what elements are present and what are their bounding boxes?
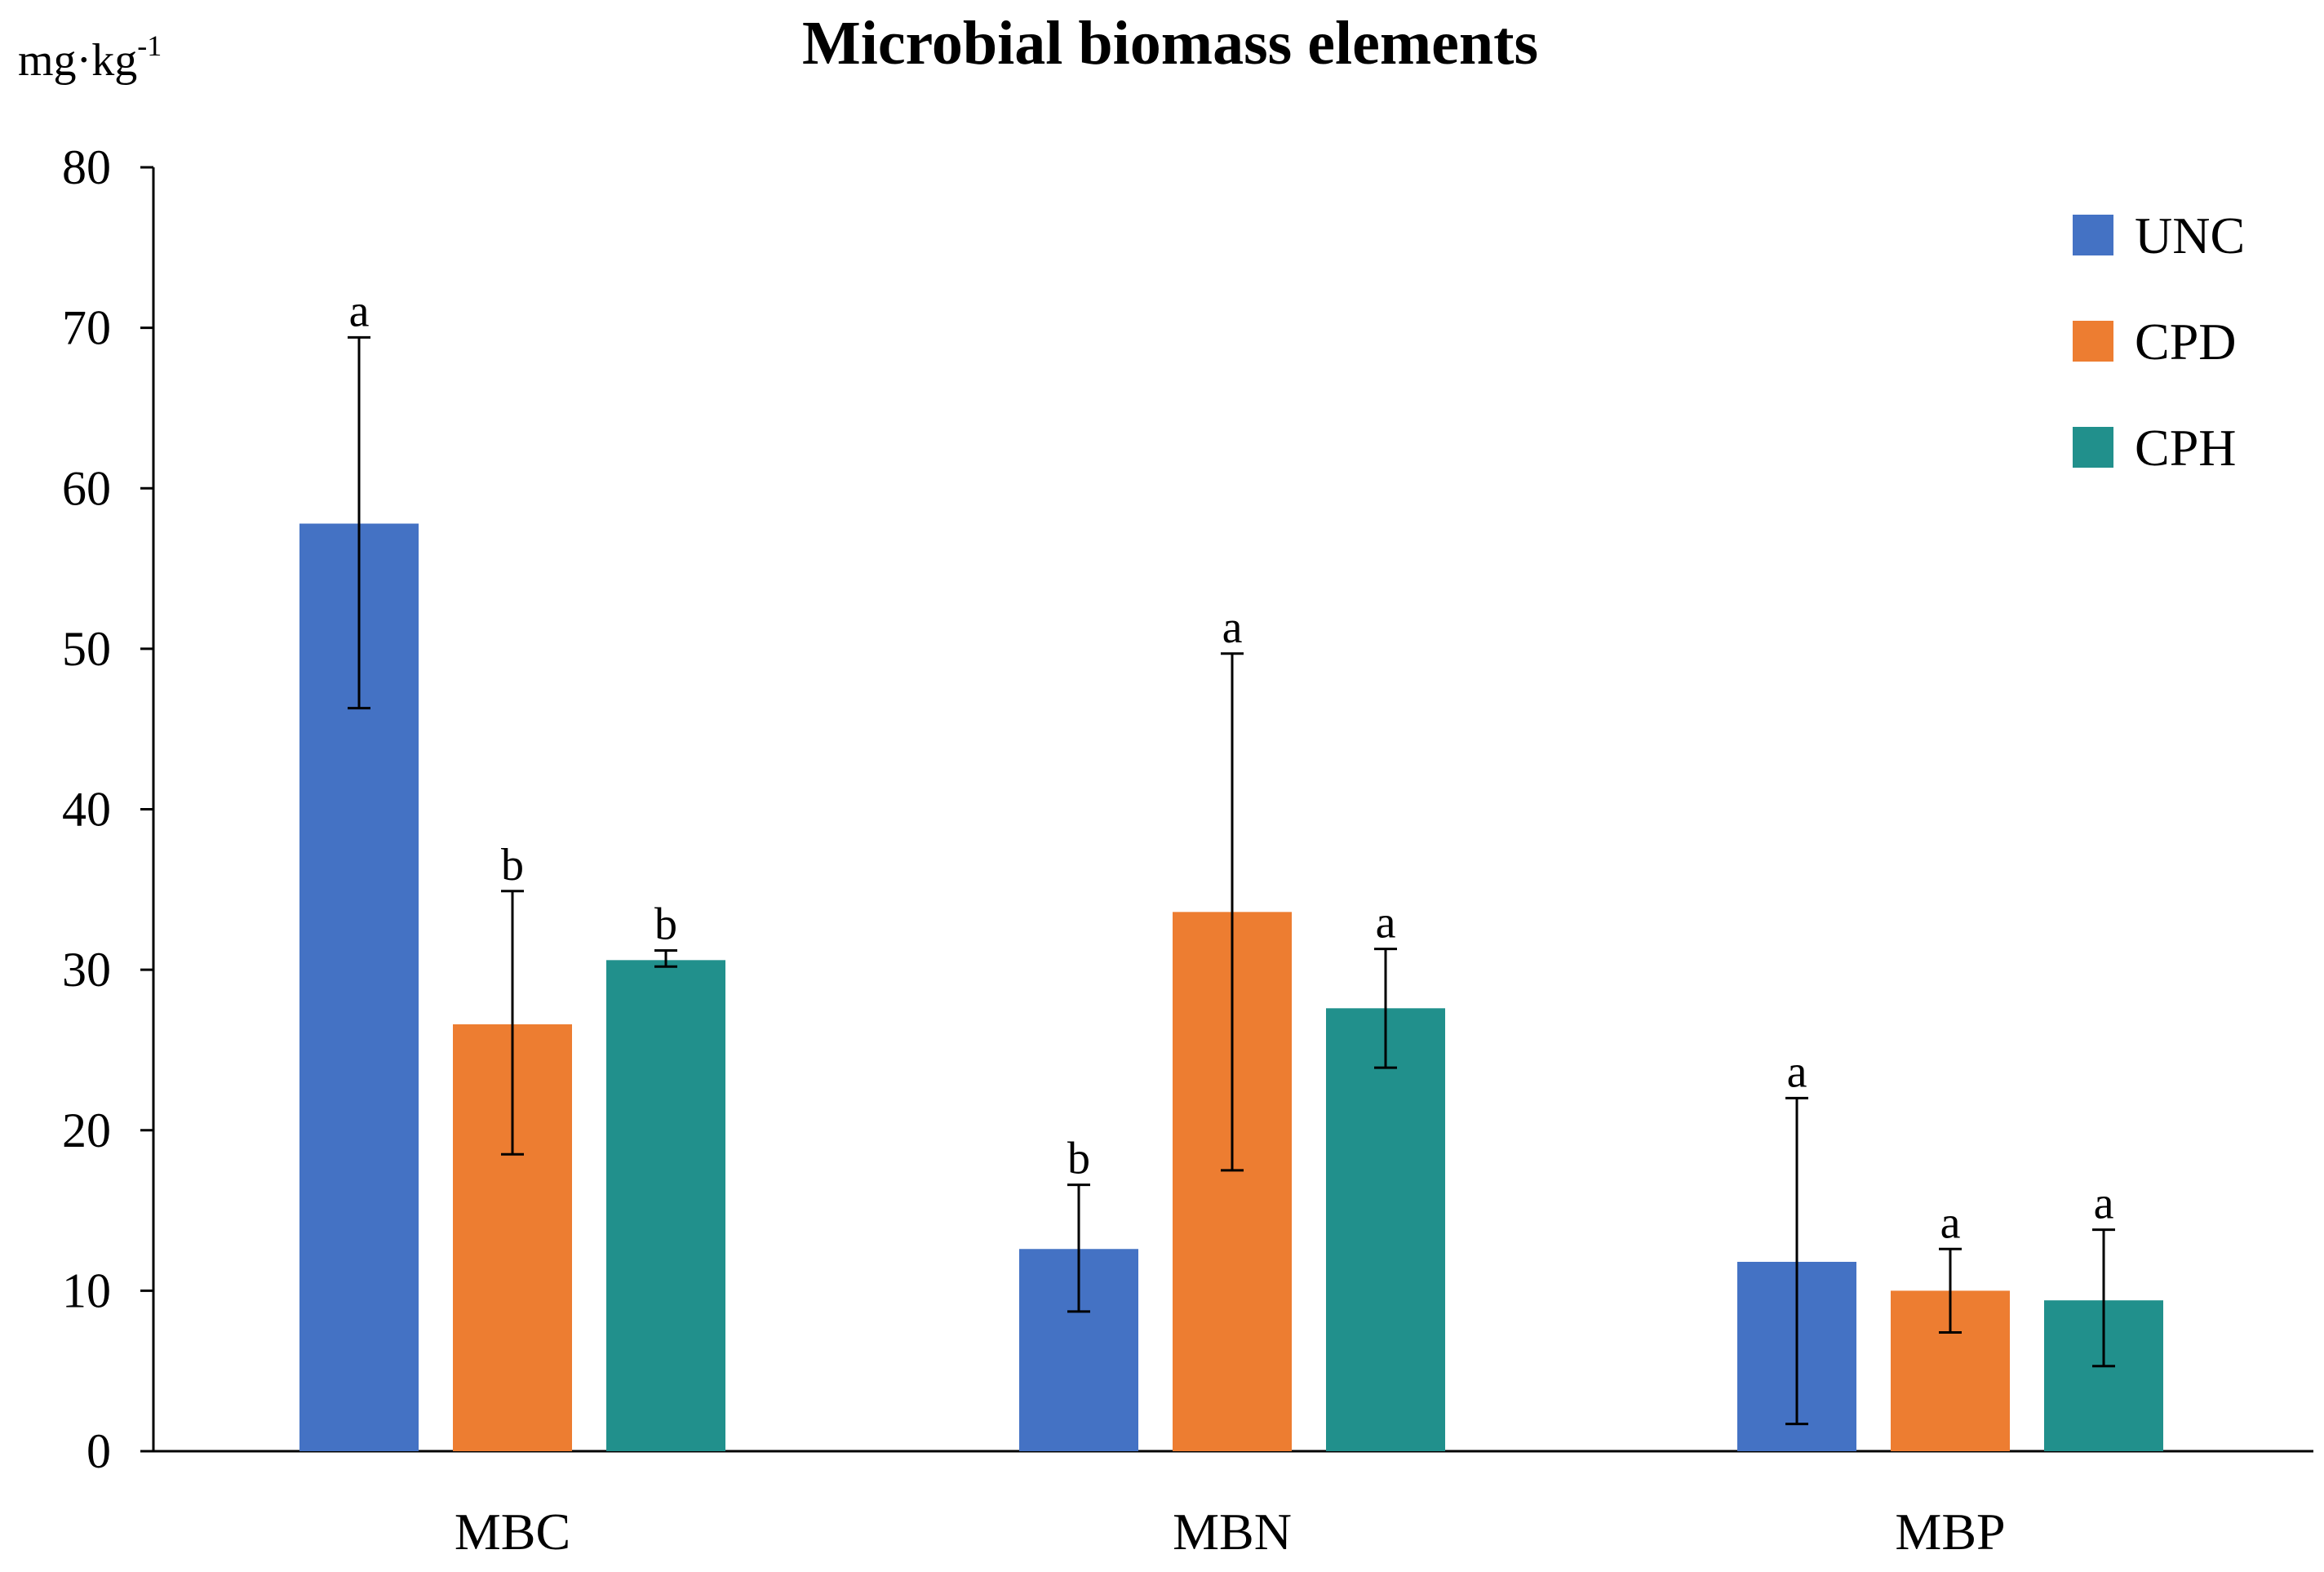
legend-label: UNC (2135, 206, 2245, 264)
significance-letters: a b a b a a b a a (349, 286, 2114, 1248)
x-category-label: MBP (1895, 1503, 2005, 1561)
legend: UNC CPD CPH (2073, 206, 2245, 477)
significance-letter: a (349, 286, 370, 336)
legend-label: CPD (2135, 313, 2237, 371)
legend-swatch (2073, 321, 2113, 362)
y-axis-unit-superscript: -1 (137, 29, 162, 62)
significance-letter: a (1787, 1046, 1807, 1097)
y-tick-label: 40 (62, 783, 111, 837)
legend-swatch (2073, 215, 2113, 255)
legend-swatch (2073, 427, 2113, 468)
y-tick-label: 30 (62, 943, 111, 997)
y-tick-label: 50 (62, 622, 111, 676)
y-tick-label: 60 (62, 461, 111, 515)
x-category-label: MBC (455, 1503, 570, 1561)
legend-label: CPH (2135, 419, 2237, 477)
significance-letter: a (1940, 1197, 1961, 1248)
error-bars (348, 335, 2115, 1426)
significance-letter: b (501, 840, 524, 890)
significance-letter: a (1376, 898, 1396, 948)
y-tick-label: 10 (62, 1263, 111, 1317)
significance-letter: b (654, 899, 677, 950)
y-tick-label: 20 (62, 1104, 111, 1157)
chart-title: Microbial biomass elements (802, 9, 1538, 78)
significance-letter: a (1222, 602, 1243, 653)
bar (606, 960, 725, 1451)
x-category-label: MBN (1173, 1503, 1292, 1561)
axes: 0 10 20 30 40 50 60 70 80 MBC MBN MBP (62, 140, 2313, 1561)
significance-letter: b (1067, 1134, 1090, 1184)
bar (1326, 1008, 1445, 1451)
y-axis-unit: mg·kg-1 (18, 29, 162, 86)
y-axis-unit-main: mg·kg (18, 35, 137, 86)
y-tick-label: 0 (86, 1424, 111, 1478)
significance-letter: a (2094, 1179, 2114, 1229)
y-tick-label: 70 (62, 301, 111, 355)
y-tick-label: 80 (62, 140, 111, 194)
